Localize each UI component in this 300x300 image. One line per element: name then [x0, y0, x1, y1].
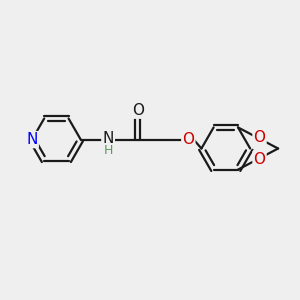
Text: O: O: [254, 130, 266, 146]
Text: O: O: [254, 152, 266, 166]
Text: N: N: [102, 131, 114, 146]
Text: N: N: [26, 132, 38, 147]
Text: O: O: [182, 132, 194, 147]
Text: O: O: [132, 103, 144, 118]
Text: H: H: [104, 144, 113, 158]
